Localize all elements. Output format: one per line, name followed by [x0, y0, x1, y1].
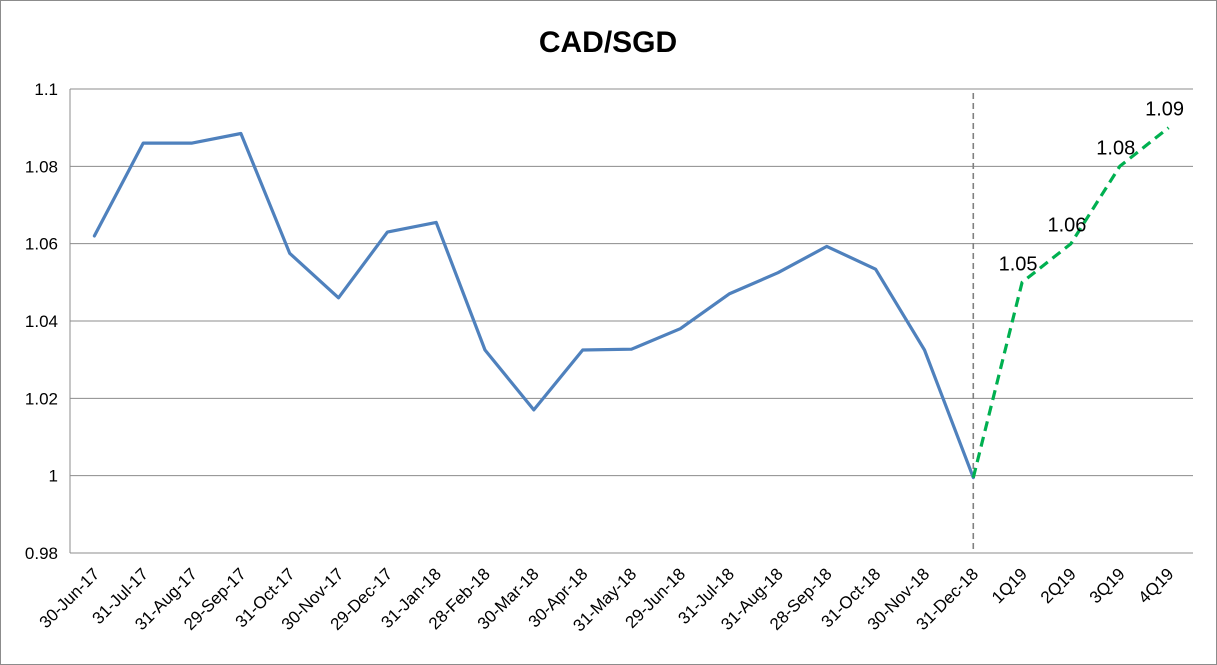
x-tick-label: 4Q19: [1135, 564, 1178, 607]
x-tick-label: 3Q19: [1086, 564, 1129, 607]
x-axis-tick-labels: 30-Jun-1731-Jul-1731-Aug-1729-Sep-1731-O…: [36, 564, 1178, 635]
series-group: [92, 126, 1170, 480]
x-tick-label: 30-Jun-17: [36, 564, 104, 632]
axes: [69, 89, 1193, 554]
y-tick-label: 1.04: [25, 312, 58, 331]
data-label: 1.06: [1047, 215, 1086, 237]
y-tick-label: 1.02: [25, 389, 58, 408]
data-label: 1.08: [1096, 137, 1135, 159]
actual-series-line: [92, 131, 975, 480]
y-axis-tick-labels: 0.98 1 1.02 1.04 1.06 1.08 1.1: [25, 80, 58, 563]
y-tick-label: 1: [49, 467, 58, 486]
data-labels: 1.05 1.06 1.08 1.09: [999, 99, 1184, 276]
y-tick-label: 0.98: [25, 544, 58, 563]
forecast-series-line: [971, 126, 1170, 478]
x-tick-label: 2Q19: [1037, 564, 1080, 607]
y-tick-label: 1.1: [34, 80, 58, 99]
data-label: 1.05: [999, 253, 1038, 275]
x-tick-label: 1Q19: [988, 564, 1031, 607]
y-tick-label: 1.06: [25, 235, 58, 254]
gridlines: [70, 88, 1193, 477]
y-tick-label: 1.08: [25, 157, 58, 176]
chart-title: CAD/SGD: [539, 26, 677, 59]
data-label: 1.09: [1145, 99, 1184, 121]
